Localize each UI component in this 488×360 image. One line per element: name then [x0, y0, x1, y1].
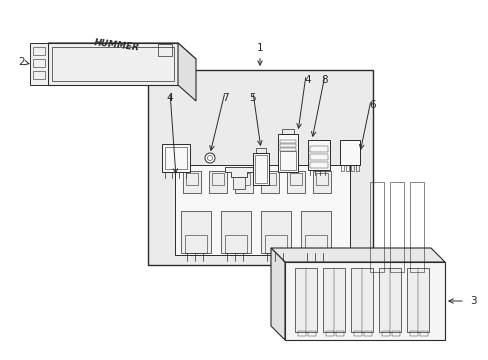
Bar	[389, 182, 403, 272]
Polygon shape	[270, 248, 444, 262]
Polygon shape	[270, 248, 285, 340]
Text: 4: 4	[304, 75, 311, 85]
Bar	[185, 173, 198, 185]
Bar	[307, 331, 315, 336]
Text: 5: 5	[249, 93, 256, 103]
Bar	[353, 331, 361, 336]
Bar	[264, 173, 275, 185]
Bar	[312, 171, 330, 193]
Bar	[252, 153, 268, 185]
Bar	[305, 235, 326, 253]
Bar	[212, 173, 224, 185]
Bar	[409, 331, 417, 336]
Bar	[419, 331, 427, 336]
Text: 3: 3	[469, 296, 475, 306]
Bar	[301, 211, 330, 253]
Bar	[280, 144, 295, 147]
Bar	[323, 268, 345, 332]
Bar	[309, 154, 327, 160]
Polygon shape	[285, 262, 444, 340]
Bar	[33, 59, 45, 67]
Bar	[350, 268, 372, 332]
Bar	[315, 173, 327, 185]
Bar	[238, 173, 249, 185]
Text: 4: 4	[166, 93, 173, 103]
Bar	[264, 235, 286, 253]
Polygon shape	[178, 43, 196, 101]
Bar	[309, 146, 327, 152]
Bar	[289, 173, 302, 185]
Bar	[297, 331, 305, 336]
Bar	[355, 165, 358, 171]
Bar	[148, 70, 372, 265]
Bar	[335, 331, 343, 336]
Bar	[325, 331, 333, 336]
Bar	[261, 171, 279, 193]
Bar	[340, 165, 343, 171]
Bar	[52, 47, 174, 81]
Text: 6: 6	[369, 100, 376, 110]
Text: 2: 2	[19, 57, 29, 67]
Bar	[350, 165, 353, 171]
Bar	[391, 331, 399, 336]
Bar	[235, 171, 252, 193]
Circle shape	[204, 153, 215, 163]
Bar	[346, 165, 348, 171]
Bar	[406, 268, 428, 332]
Bar	[256, 148, 265, 153]
Bar	[33, 47, 45, 55]
Text: 1: 1	[256, 43, 263, 65]
Text: HUMMER: HUMMER	[94, 38, 140, 52]
Bar	[183, 171, 201, 193]
Bar	[254, 155, 266, 183]
Bar	[261, 211, 290, 253]
Bar	[221, 211, 250, 253]
Bar	[307, 140, 329, 170]
Bar	[339, 140, 359, 165]
Bar	[369, 182, 383, 272]
Polygon shape	[224, 167, 252, 177]
Bar	[164, 147, 186, 169]
Bar	[278, 134, 297, 172]
Bar	[381, 331, 389, 336]
Bar	[162, 144, 190, 172]
Bar	[158, 44, 172, 56]
Bar	[280, 151, 295, 170]
Bar	[363, 331, 371, 336]
Bar	[181, 211, 210, 253]
Bar	[33, 71, 45, 79]
Text: 8: 8	[321, 75, 327, 85]
Text: 7: 7	[221, 93, 228, 103]
Polygon shape	[48, 43, 178, 85]
Bar	[409, 182, 423, 272]
Bar	[208, 171, 226, 193]
Bar	[282, 129, 293, 134]
Bar	[30, 43, 48, 85]
Bar	[280, 148, 295, 151]
Bar	[378, 268, 400, 332]
Bar	[286, 171, 305, 193]
Bar	[232, 177, 244, 189]
Bar	[224, 235, 246, 253]
Bar	[294, 268, 316, 332]
Bar	[184, 235, 206, 253]
Polygon shape	[48, 43, 196, 59]
Bar	[175, 165, 349, 255]
Bar	[280, 140, 295, 143]
Bar	[309, 162, 327, 168]
